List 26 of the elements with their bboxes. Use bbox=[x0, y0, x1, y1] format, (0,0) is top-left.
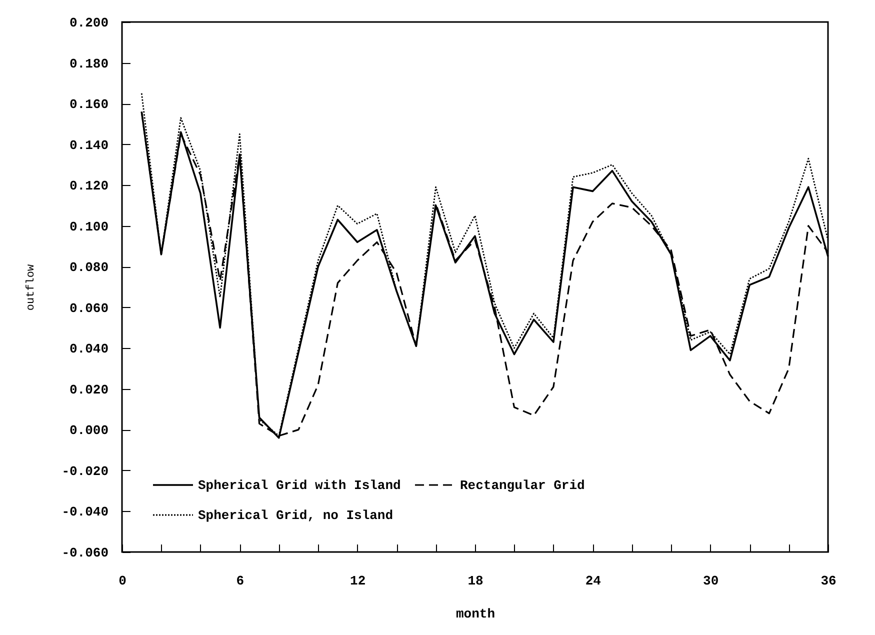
y-tick-label: 0.060 bbox=[69, 300, 109, 316]
y-tick-label: 0.080 bbox=[69, 260, 109, 276]
y-tick-label: 0.020 bbox=[69, 382, 109, 398]
x-tick-label: 0 bbox=[118, 574, 127, 588]
y-tick-label: 0.200 bbox=[69, 16, 109, 30]
x-tick-label: 24 bbox=[585, 574, 602, 588]
y-tick-label: -0.020 bbox=[62, 464, 109, 479]
x-tick-label: 36 bbox=[820, 574, 836, 588]
legend-label: Spherical Grid, no Island bbox=[198, 508, 394, 523]
y-axis-title: outflow bbox=[26, 264, 38, 311]
x-tick-label: 6 bbox=[236, 574, 244, 588]
y-tick-label: 0.160 bbox=[69, 97, 109, 112]
x-tick-label: 30 bbox=[703, 574, 719, 588]
x-tick-label: 18 bbox=[468, 574, 484, 588]
y-tick-label: 0.100 bbox=[69, 219, 109, 234]
x-axis-title: month bbox=[456, 606, 496, 622]
y-tick-label: 0.180 bbox=[69, 56, 109, 72]
y-tick-label: 0.040 bbox=[69, 342, 109, 357]
y-tick-label: 0.000 bbox=[69, 423, 109, 438]
x-tick-label: 12 bbox=[350, 574, 366, 588]
y-tick-label: -0.060 bbox=[62, 546, 109, 560]
y-tick-label: -0.040 bbox=[62, 504, 109, 520]
legend-label: Rectangular Grid bbox=[460, 478, 585, 493]
y-tick-label: 0.140 bbox=[69, 138, 109, 153]
y-tick-label: 0.120 bbox=[69, 178, 109, 194]
legend-label: Spherical Grid with Island bbox=[198, 478, 401, 493]
